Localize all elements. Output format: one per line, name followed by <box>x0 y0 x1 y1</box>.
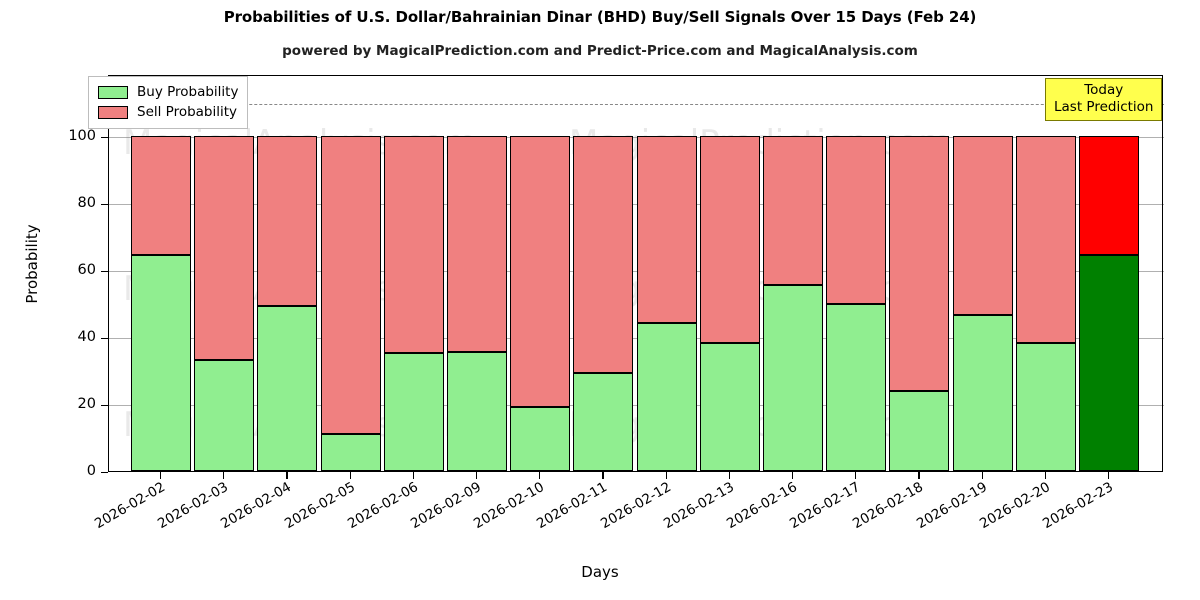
y-tick-mark <box>101 472 108 474</box>
bar-segment-buy[interactable] <box>131 255 191 471</box>
legend-swatch-buy-icon <box>98 85 128 99</box>
bar-segment-buy[interactable] <box>447 351 507 471</box>
x-tick-mark <box>918 472 920 479</box>
x-tick-mark <box>349 472 351 479</box>
bar-segment-buy[interactable] <box>383 352 444 471</box>
gridline <box>109 204 1164 206</box>
bar-group[interactable] <box>131 74 191 471</box>
bar-group[interactable] <box>320 74 381 471</box>
bar-group[interactable] <box>889 74 950 471</box>
dashed-guide-line <box>109 103 1164 105</box>
bar-group[interactable] <box>383 74 444 471</box>
y-tick-label: 0 <box>86 463 96 479</box>
chart-title: Probabilities of U.S. Dollar/Bahrainian … <box>223 8 977 26</box>
x-tick-mark <box>286 472 288 479</box>
today-annotation-line1: Today <box>1084 82 1124 98</box>
bar-segment-buy[interactable] <box>889 391 950 471</box>
bar-segment-buy[interactable] <box>636 322 697 471</box>
bar-segment-sell[interactable] <box>573 136 634 374</box>
bar-group[interactable] <box>1015 74 1076 471</box>
bar-group[interactable] <box>257 74 318 471</box>
bar-segment-sell[interactable] <box>510 136 571 407</box>
bar-segment-sell[interactable] <box>320 136 381 434</box>
bar-group[interactable] <box>573 74 634 471</box>
x-tick-mark <box>981 472 983 479</box>
bar-segment-sell[interactable] <box>889 136 950 392</box>
bar-group[interactable] <box>763 74 823 471</box>
x-tick-mark <box>223 472 225 479</box>
bar-segment-sell[interactable] <box>447 136 507 352</box>
chart-subtitle: powered by MagicalPrediction.com and Pre… <box>282 43 918 59</box>
y-tick-mark <box>101 338 108 340</box>
gridline <box>109 338 1164 340</box>
y-tick-mark <box>101 271 108 273</box>
y-axis-label: Probability <box>23 224 41 304</box>
bar-segment-buy[interactable] <box>194 359 255 471</box>
y-tick-mark <box>101 137 108 139</box>
bar-group[interactable] <box>194 74 255 471</box>
bar-segment-buy[interactable] <box>1079 255 1139 471</box>
y-tick-label: 20 <box>77 396 96 413</box>
bar-segment-sell[interactable] <box>257 136 318 306</box>
x-tick-mark <box>855 472 857 479</box>
bar-segment-sell[interactable] <box>1015 136 1076 344</box>
legend-label-buy: Buy Probability <box>137 84 239 100</box>
x-tick-mark <box>412 472 414 479</box>
x-tick-mark <box>539 472 541 479</box>
y-tick-label: 60 <box>77 262 96 279</box>
y-tick-mark <box>101 204 108 206</box>
bar-segment-buy[interactable] <box>573 373 634 471</box>
y-tick-label: 80 <box>77 195 96 212</box>
x-tick-mark <box>728 472 730 479</box>
x-tick-mark <box>476 472 478 479</box>
y-tick-mark <box>101 405 108 407</box>
bar-segment-sell[interactable] <box>952 136 1013 315</box>
bar-segment-sell[interactable] <box>636 136 697 323</box>
legend-label-sell: Sell Probability <box>137 104 238 120</box>
x-tick-mark <box>1108 472 1110 479</box>
bar-segment-buy[interactable] <box>510 406 571 471</box>
legend-swatch-sell-icon <box>98 105 128 119</box>
x-axis-label: Days <box>581 563 619 581</box>
bar-segment-buy[interactable] <box>952 314 1013 471</box>
bar-segment-sell[interactable] <box>699 136 760 344</box>
bar-group[interactable] <box>447 74 507 471</box>
gridline <box>109 405 1164 407</box>
today-annotation: Today Last Prediction <box>1045 78 1163 121</box>
bar-group[interactable] <box>1079 74 1139 471</box>
bar-segment-buy[interactable] <box>320 433 381 471</box>
bar-segment-buy[interactable] <box>826 303 887 471</box>
bar-segment-sell[interactable] <box>383 136 444 353</box>
x-tick-mark <box>160 472 162 479</box>
x-tick-mark <box>1044 472 1046 479</box>
bar-segment-sell[interactable] <box>131 136 191 256</box>
y-tick-label: 40 <box>77 329 96 346</box>
bar-segment-sell[interactable] <box>194 136 255 360</box>
bar-segment-sell[interactable] <box>1079 136 1139 256</box>
bar-segment-buy[interactable] <box>699 343 760 471</box>
y-tick-label: 100 <box>68 128 96 145</box>
plot-area: MagicalAnalysis.comMagicalPrediction.com… <box>108 74 1164 472</box>
x-tick-mark <box>665 472 667 479</box>
bar-segment-buy[interactable] <box>763 284 823 471</box>
bar-segment-sell[interactable] <box>763 136 823 285</box>
bar-segment-buy[interactable] <box>1015 343 1076 471</box>
bar-segment-buy[interactable] <box>257 305 318 471</box>
today-annotation-line2: Last Prediction <box>1054 99 1154 115</box>
legend: Buy Probability Sell Probability <box>88 76 249 129</box>
gridline <box>109 137 1164 139</box>
x-tick-mark <box>792 472 794 479</box>
legend-item-buy: Buy Probability <box>98 82 238 102</box>
bar-group[interactable] <box>636 74 697 471</box>
bar-segment-sell[interactable] <box>826 136 887 304</box>
bar-group[interactable] <box>510 74 571 471</box>
x-tick-mark <box>602 472 604 479</box>
bar-group[interactable] <box>699 74 760 471</box>
bar-group[interactable] <box>952 74 1013 471</box>
bar-group[interactable] <box>826 74 887 471</box>
legend-item-sell: Sell Probability <box>98 102 238 122</box>
gridline <box>109 271 1164 273</box>
